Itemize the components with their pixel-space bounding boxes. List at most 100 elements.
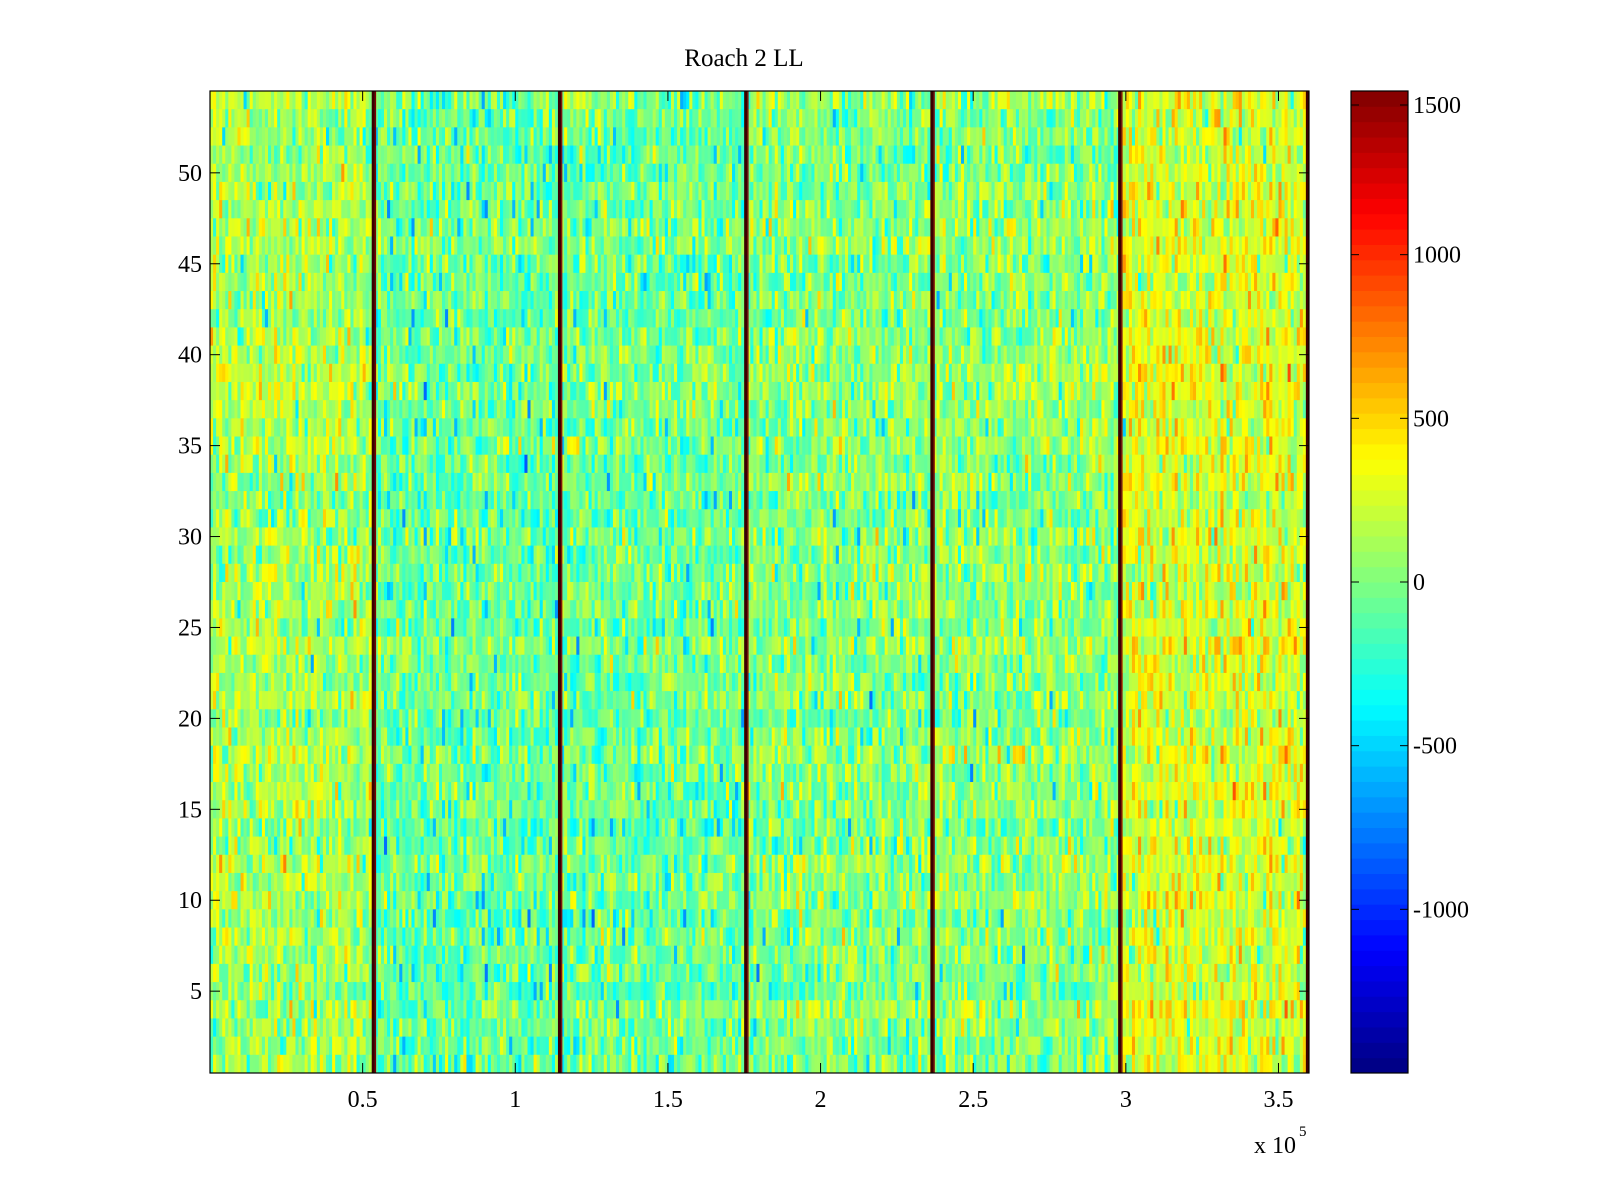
- heatmap-cell: [890, 163, 895, 183]
- heatmap-cell: [1104, 181, 1108, 201]
- heatmap-cell: [597, 218, 602, 237]
- heatmap-cell: [652, 327, 657, 346]
- heatmap-cell: [622, 327, 626, 346]
- heatmap-cell: [606, 272, 611, 292]
- heatmap-cell: [1296, 218, 1301, 237]
- heatmap-cell: [591, 291, 596, 310]
- heatmap-cell: [1028, 218, 1032, 237]
- heatmap-cell: [1241, 127, 1246, 146]
- heatmap-cell: [933, 181, 937, 201]
- heatmap-cell: [670, 327, 675, 346]
- heatmap-cell: [1150, 309, 1154, 328]
- heatmap-cell: [326, 200, 330, 219]
- heatmap-cell: [686, 181, 690, 201]
- heatmap-cell: [1235, 109, 1240, 128]
- heatmap-cell: [918, 127, 922, 146]
- heatmap-cell: [1287, 145, 1292, 165]
- heatmap-cell: [640, 91, 644, 110]
- heatmap-cell: [460, 163, 464, 183]
- heatmap-cell: [503, 309, 507, 328]
- heatmap-cell: [808, 145, 812, 165]
- heatmap-cell: [960, 91, 965, 110]
- heatmap-cell: [1229, 145, 1234, 165]
- heatmap-cell: [1229, 272, 1234, 292]
- heatmap-cell: [484, 272, 489, 292]
- heatmap-cell: [326, 272, 330, 292]
- heatmap-cell: [316, 200, 321, 219]
- heatmap-cell: [1067, 254, 1072, 274]
- heatmap-cell: [1266, 145, 1270, 165]
- heatmap-cell: [655, 109, 660, 128]
- heatmap-cell: [542, 109, 547, 128]
- heatmap-cell: [753, 200, 757, 219]
- heatmap-cell: [954, 200, 959, 219]
- heatmap-cell: [848, 91, 852, 110]
- heatmap-cell: [967, 163, 971, 183]
- heatmap-cell: [359, 327, 364, 346]
- heatmap-cell: [1263, 254, 1267, 274]
- heatmap-cell: [414, 145, 418, 165]
- heatmap-cell: [1189, 254, 1194, 274]
- heatmap-cell: [686, 236, 690, 256]
- heatmap-cell: [625, 327, 629, 346]
- heatmap-cell: [380, 181, 385, 201]
- heatmap-cell: [1049, 291, 1053, 310]
- heatmap-cell: [411, 91, 415, 110]
- heatmap-cell: [335, 236, 339, 256]
- heatmap-cell: [454, 309, 458, 328]
- heatmap-cell: [1290, 236, 1295, 256]
- heatmap-cell: [1003, 309, 1008, 328]
- heatmap-cell: [484, 291, 489, 310]
- heatmap-cell: [1055, 236, 1060, 256]
- heatmap-cell: [1055, 272, 1060, 292]
- heatmap-cell: [1052, 309, 1057, 328]
- heatmap-cell: [1168, 291, 1173, 310]
- heatmap-cell: [210, 109, 214, 128]
- heatmap-cell: [490, 218, 495, 237]
- heatmap-cell: [210, 127, 214, 146]
- heatmap-cell: [1055, 163, 1060, 183]
- heatmap-cell: [249, 127, 254, 146]
- heatmap-cell: [368, 291, 373, 310]
- heatmap-cell: [686, 291, 690, 310]
- heatmap-cell: [1147, 254, 1151, 274]
- heatmap-cell: [609, 109, 614, 128]
- heatmap-cell: [390, 236, 394, 256]
- heatmap-cell: [1208, 200, 1212, 219]
- heatmap-cell: [649, 163, 654, 183]
- heatmap-cell: [1205, 145, 1209, 165]
- heatmap-cell: [399, 218, 403, 237]
- heatmap-cell: [948, 236, 953, 256]
- heatmap-cell: [432, 236, 437, 256]
- heatmap-cell: [811, 254, 815, 274]
- heatmap-cell: [576, 91, 580, 110]
- heatmap-cell: [1144, 327, 1148, 346]
- heatmap-cell: [594, 91, 599, 110]
- heatmap-cell: [451, 309, 455, 328]
- heatmap-cell: [906, 254, 910, 274]
- heatmap-cell: [1104, 145, 1108, 165]
- heatmap-cell: [976, 254, 980, 274]
- heatmap-cell: [277, 91, 281, 110]
- heatmap-cell: [933, 291, 937, 310]
- heatmap-cell: [289, 163, 293, 183]
- heatmap-cell: [490, 327, 495, 346]
- heatmap-cell: [951, 145, 956, 165]
- heatmap-cell: [649, 291, 654, 310]
- heatmap-cell: [909, 291, 913, 310]
- heatmap-cell: [817, 309, 821, 328]
- heatmap-cell: [848, 309, 852, 328]
- heatmap-cell: [1006, 181, 1011, 201]
- heatmap-cell: [985, 254, 989, 274]
- heatmap-cell: [561, 309, 565, 328]
- heatmap-cell: [255, 254, 260, 274]
- heatmap-cell: [777, 218, 782, 237]
- heatmap-cell: [484, 145, 489, 165]
- heatmap-cell: [423, 145, 428, 165]
- heatmap-cell: [243, 91, 248, 110]
- heatmap-cell: [1025, 236, 1029, 256]
- heatmap-cell: [918, 145, 922, 165]
- heatmap-cell: [1009, 163, 1014, 183]
- heatmap-cell: [1092, 91, 1096, 110]
- heatmap-cell: [1275, 309, 1279, 328]
